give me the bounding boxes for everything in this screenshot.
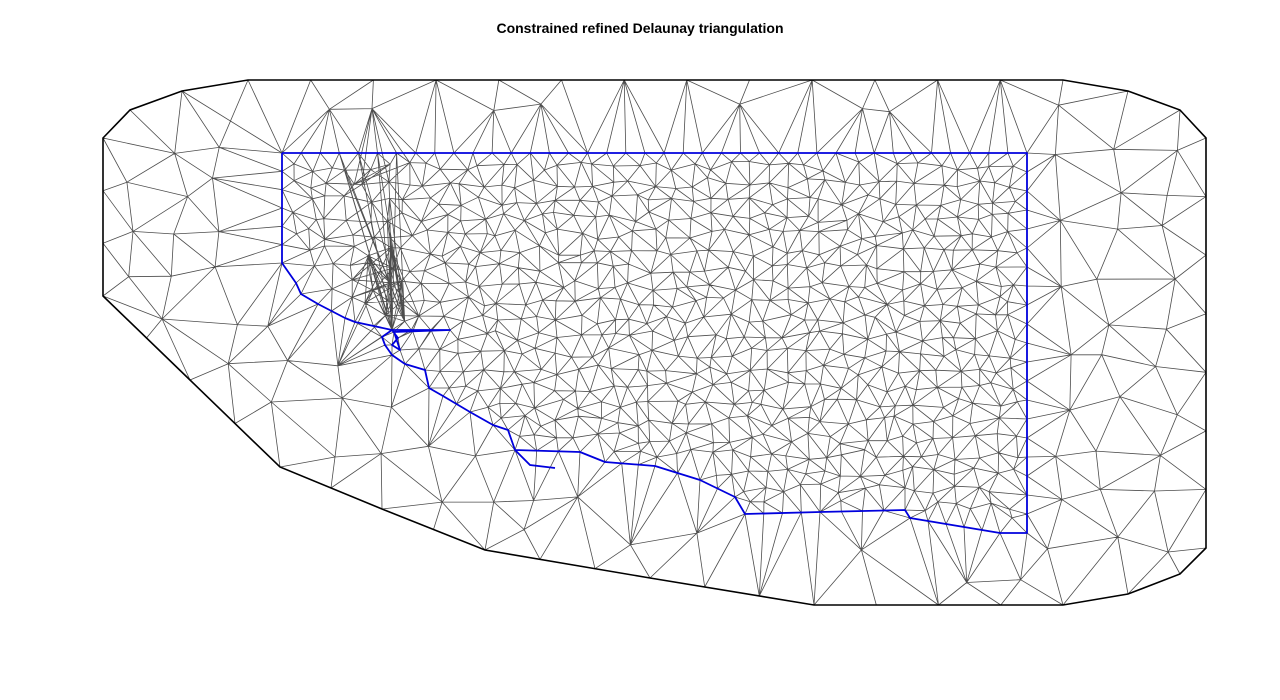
constraint-boundary [281, 152, 1028, 534]
constraint-spur [514, 449, 556, 469]
mesh-edges [102, 79, 1207, 606]
mesh-triangle-edges [102, 79, 1207, 606]
outer-hull-boundary [102, 79, 1207, 606]
figure-title: Constrained refined Delaunay triangulati… [496, 20, 784, 36]
